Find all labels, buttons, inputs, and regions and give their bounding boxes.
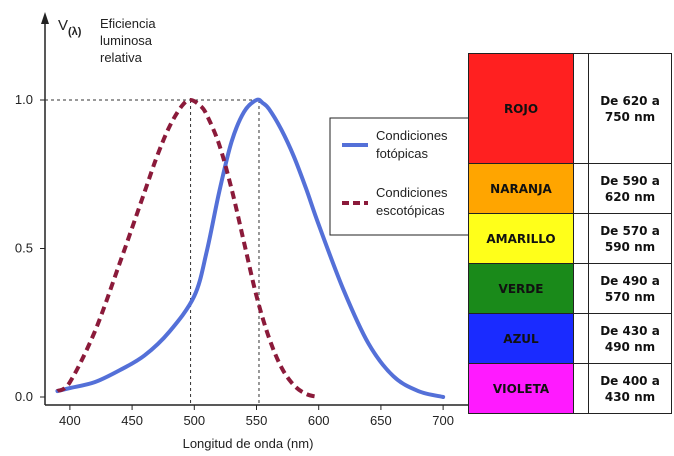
color-swatch: NARANJA — [468, 163, 574, 214]
x-tick-label: 500 — [183, 413, 205, 428]
scotopic-curve — [56, 97, 320, 399]
y-tick-label: 1.0 — [15, 92, 33, 107]
color-swatch: AMARILLO — [468, 213, 574, 264]
color-row: VIOLETA De 400 a 430 nm — [468, 363, 672, 414]
x-tick-label: 550 — [246, 413, 268, 428]
range-line-2: 570 nm — [604, 289, 656, 304]
x-tick-label: 400 — [59, 413, 81, 428]
color-gap — [573, 313, 589, 364]
color-row: VERDE De 490 a 570 nm — [468, 263, 672, 314]
range-line-2: 620 nm — [604, 189, 656, 204]
y-axis-label: V(λ) Eficiencia luminosa relativa — [58, 16, 156, 65]
legend-label-photopic-1: Condiciones — [376, 128, 448, 143]
series-lines — [55, 97, 446, 399]
legend: Condiciones fotópicas Condiciones escotó… — [329, 117, 476, 236]
range-line-1: De 430 a — [600, 323, 660, 338]
color-range: De 570 a 590 nm — [588, 213, 672, 264]
y-label-line-3: relativa — [100, 50, 143, 65]
range-line-1: De 490 a — [600, 273, 660, 288]
color-row: AZUL De 430 a 490 nm — [468, 313, 672, 364]
range-line-2: 750 nm — [604, 109, 656, 124]
color-range: De 490 a 570 nm — [588, 263, 672, 314]
color-swatch: VERDE — [468, 263, 574, 314]
range-line-2: 590 nm — [604, 239, 656, 254]
color-row: ROJO De 620 a 750 nm — [468, 53, 672, 164]
color-gap — [573, 263, 589, 314]
range-line-1: De 590 a — [600, 173, 660, 188]
color-gap — [573, 213, 589, 264]
color-gap — [573, 163, 589, 214]
color-gap — [573, 363, 589, 414]
y-label-line-2: luminosa — [100, 33, 153, 48]
legend-label-scotopic-1: Condiciones — [376, 185, 448, 200]
y-tick-label: 0.0 — [15, 389, 33, 404]
y-ticks: 0.0 0.5 1.0 — [15, 92, 45, 404]
range-line-2: 430 nm — [604, 389, 656, 404]
range-line-1: De 570 a — [600, 223, 660, 238]
color-range-table: ROJO De 620 a 750 nm NARANJA De 590 a 620 nm A… — [468, 53, 672, 414]
y-symbol: V(λ) — [58, 17, 82, 38]
y-axis-arrow — [41, 12, 49, 24]
color-swatch: VIOLETA — [468, 363, 574, 414]
color-row: NARANJA De 590 a 620 nm — [468, 163, 672, 214]
color-range: De 590 a 620 nm — [588, 163, 672, 214]
range-line-1: De 620 a — [600, 93, 660, 108]
legend-label-photopic-2: fotópicas — [376, 146, 429, 161]
photopic-curve — [55, 97, 446, 399]
legend-box — [329, 117, 476, 236]
y-label-line-1: Eficiencia — [100, 16, 156, 31]
color-range: De 620 a 750 nm — [588, 53, 672, 164]
color-gap — [573, 53, 589, 164]
x-ticks: 400 450 500 550 600 650 700 — [59, 405, 454, 428]
color-swatch: AZUL — [468, 313, 574, 364]
x-tick-label: 650 — [370, 413, 392, 428]
color-range: De 400 a 430 nm — [588, 363, 672, 414]
x-tick-label: 450 — [121, 413, 143, 428]
legend-label-scotopic-2: escotópicas — [376, 203, 445, 218]
range-line-2: 490 nm — [604, 339, 656, 354]
reference-lines — [45, 99, 260, 405]
x-axis-label: Longitud de onda (nm) — [183, 436, 314, 451]
x-tick-label: 700 — [432, 413, 454, 428]
range-line-1: De 400 a — [600, 373, 660, 388]
y-tick-label: 0.5 — [15, 241, 33, 256]
color-range: De 430 a 490 nm — [588, 313, 672, 364]
x-tick-label: 600 — [308, 413, 330, 428]
color-row: AMARILLO De 570 a 590 nm — [468, 213, 672, 264]
color-swatch: ROJO — [468, 53, 574, 164]
